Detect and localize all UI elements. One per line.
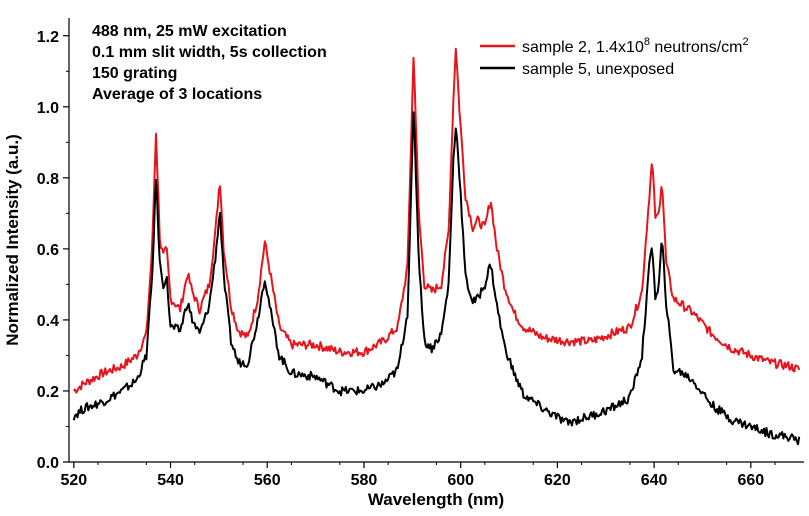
x-axis-title: Wavelength (nm) [368, 490, 504, 509]
annotation-average: Average of 3 locations [92, 86, 262, 103]
legend: sample 2, 1.4x108 neutrons/cm2 sample 5,… [480, 36, 749, 78]
y-tick-label: 1.0 [37, 100, 59, 117]
series-line-sample-2 [73, 47, 801, 394]
x-tick-label: 560 [254, 472, 281, 489]
legend-label-sample-2-mid: neutrons/cm [650, 39, 742, 56]
y-ticks: 0.0 0.2 0.4 0.6 0.8 1.0 1.2 [37, 29, 69, 472]
annotation-excitation: 488 nm, 25 mW excitation [92, 23, 287, 40]
y-tick-label: 0.8 [37, 171, 59, 188]
y-tick-label: 0.2 [37, 384, 59, 401]
y-tick-label: 0.0 [37, 455, 59, 472]
x-tick-label: 600 [447, 472, 474, 489]
annotation-grating: 150 grating [92, 65, 177, 82]
x-tick-label: 640 [641, 472, 668, 489]
legend-label-sample-2: sample 2, 1.4x108 neutrons/cm2 [522, 36, 749, 56]
series-line-sample-5 [72, 111, 801, 446]
y-tick-label: 0.4 [37, 313, 59, 330]
x-tick-label: 520 [60, 472, 87, 489]
legend-label-sample-2-base: sample 2, 1.4x10 [522, 39, 644, 56]
legend-label-sample-2-exp1: 8 [644, 36, 650, 48]
x-tick-label: 660 [737, 472, 764, 489]
annotation-slit: 0.1 mm slit width, 5s collection [92, 44, 327, 61]
x-tick-label: 540 [157, 472, 184, 489]
x-tick-label: 580 [351, 472, 378, 489]
legend-label-sample-5: sample 5, unexposed [522, 61, 674, 78]
legend-label-sample-2-exp2: 2 [742, 36, 748, 48]
x-ticks: 520 540 560 580 600 620 640 660 [60, 462, 776, 489]
x-tick-label: 620 [544, 472, 571, 489]
y-tick-label: 1.2 [37, 29, 59, 46]
y-tick-label: 0.6 [37, 242, 59, 259]
plot-area [72, 47, 801, 446]
y-axis-title: Normalized Intensity (a.u.) [3, 134, 22, 346]
